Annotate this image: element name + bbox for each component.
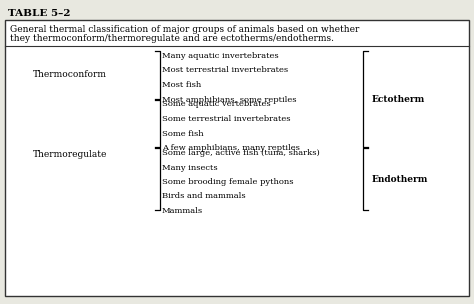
Text: Thermoregulate: Thermoregulate	[33, 150, 107, 159]
Text: Most fish: Most fish	[162, 81, 201, 89]
Text: A few amphibians, many reptiles: A few amphibians, many reptiles	[162, 144, 300, 152]
Text: Most amphibians, some reptiles: Most amphibians, some reptiles	[162, 95, 297, 103]
Text: Some large, active fish (tuna, sharks): Some large, active fish (tuna, sharks)	[162, 149, 320, 157]
Text: Birds and mammals: Birds and mammals	[162, 192, 246, 201]
Text: they thermoconform/thermoregulate and are ectotherms/endotherms.: they thermoconform/thermoregulate and ar…	[10, 34, 334, 43]
Text: TABLE 5–2: TABLE 5–2	[8, 9, 71, 18]
Text: General thermal classification of major groups of animals based on whether: General thermal classification of major …	[10, 25, 359, 34]
Text: Some terrestrial invertebrates: Some terrestrial invertebrates	[162, 115, 291, 123]
Text: Some aquatic vertebrates: Some aquatic vertebrates	[162, 101, 271, 109]
Text: Most terrestrial invertebrates: Most terrestrial invertebrates	[162, 67, 288, 74]
Text: Many aquatic invertebrates: Many aquatic invertebrates	[162, 52, 279, 60]
Text: Ectotherm: Ectotherm	[372, 95, 425, 103]
Text: Some fish: Some fish	[162, 130, 204, 137]
Text: Thermoconform: Thermoconform	[33, 70, 107, 79]
Text: Endotherm: Endotherm	[372, 174, 428, 184]
Text: Some brooding female pythons: Some brooding female pythons	[162, 178, 293, 186]
Text: Many insects: Many insects	[162, 164, 218, 171]
Text: Mammals: Mammals	[162, 207, 203, 215]
